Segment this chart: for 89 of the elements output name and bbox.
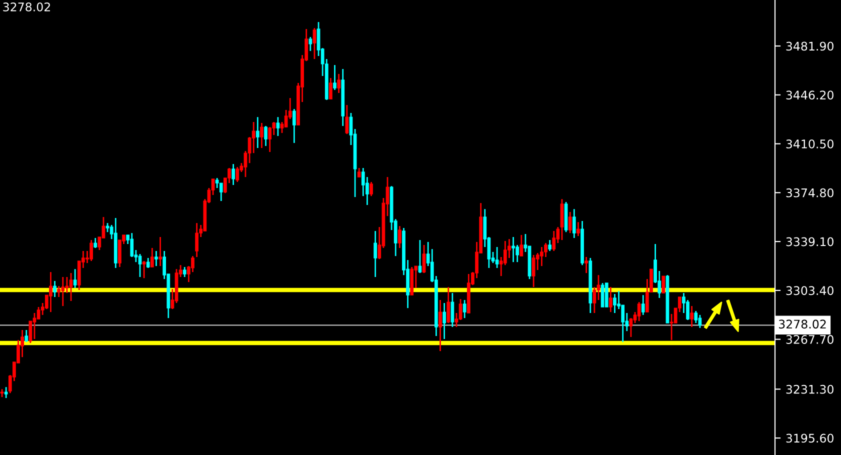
candlestick	[268, 126, 272, 153]
candlestick	[694, 310, 698, 324]
candlestick	[532, 254, 536, 288]
candlestick	[596, 274, 600, 301]
y-tick-label: 3339.10	[786, 237, 834, 246]
candlestick	[154, 250, 158, 267]
candlestick	[584, 256, 588, 274]
candlestick	[94, 237, 98, 249]
candlestick	[90, 239, 93, 262]
candlestick	[540, 246, 544, 267]
candlestick	[195, 222, 198, 258]
candlestick	[698, 314, 702, 329]
candlestick	[442, 302, 446, 340]
candlestick	[284, 109, 288, 128]
candlestick	[138, 253, 142, 278]
candlestick	[604, 282, 608, 308]
candlestick	[374, 230, 378, 278]
candlestick	[276, 116, 280, 137]
candlestick	[662, 276, 666, 294]
candlestick	[520, 234, 524, 257]
ref-line-label: 3278.02	[779, 320, 826, 329]
candlestick	[613, 293, 616, 314]
candlestick	[446, 286, 450, 324]
candlestick	[215, 177, 219, 189]
candlestick	[576, 221, 580, 237]
candlestick	[560, 198, 564, 241]
candlestick	[422, 244, 426, 274]
candlestick	[69, 272, 73, 302]
candlestick	[65, 276, 69, 294]
candlestick	[219, 182, 223, 202]
candlestick	[4, 386, 8, 399]
candlestick	[333, 64, 336, 91]
candlestick	[146, 257, 150, 269]
candlestick	[264, 125, 268, 147]
candlestick	[462, 299, 466, 319]
candlestick	[252, 121, 256, 154]
candlestick	[548, 239, 552, 252]
y-tick-label: 3410.50	[786, 139, 834, 148]
candlestick	[495, 246, 499, 269]
candlestick	[236, 166, 240, 183]
candlestick	[312, 27, 316, 60]
candlestick	[438, 299, 442, 352]
candlestick	[458, 298, 462, 321]
candlestick	[641, 294, 645, 316]
candlestick	[370, 181, 373, 197]
candlestick	[572, 208, 576, 239]
candlestick	[337, 73, 340, 94]
candlestick	[450, 292, 454, 328]
candlestick	[600, 282, 604, 308]
candlestick	[308, 36, 312, 52]
candlestick	[142, 260, 146, 279]
y-tick-label: 3303.40	[786, 286, 834, 296]
candlestick	[36, 306, 40, 320]
candlestick	[232, 163, 235, 186]
candlestick	[608, 286, 612, 313]
candlestick	[292, 108, 296, 144]
candlestick	[690, 305, 694, 328]
candlestick	[49, 271, 52, 313]
candlestick	[130, 232, 134, 258]
candlestick	[329, 77, 332, 100]
candlestick	[73, 268, 77, 289]
candlestick	[512, 236, 515, 263]
candlestick	[357, 167, 361, 178]
y-tick-label: 3195.60	[786, 434, 834, 443]
candlestick	[150, 247, 154, 268]
candlestick	[182, 266, 186, 278]
candlestick	[637, 301, 641, 322]
candlestick	[592, 286, 596, 314]
y-tick-label: 3481.90	[786, 42, 834, 51]
candlestick	[568, 211, 572, 234]
candlestick	[28, 320, 32, 344]
candlestick	[53, 280, 56, 298]
candlestick	[629, 317, 633, 338]
candlestick	[24, 329, 28, 343]
y-tick-label: 3231.30	[786, 384, 834, 394]
candlestick	[418, 239, 422, 274]
y-tick-label: 3374.80	[786, 188, 834, 198]
candlestick	[32, 312, 36, 340]
candlestick	[398, 225, 402, 249]
candlestick	[552, 230, 556, 252]
annotation: 3278.02	[3, 2, 50, 12]
candlestick	[106, 222, 110, 233]
candlestick	[61, 276, 65, 307]
candlestick	[256, 116, 260, 149]
candlestick	[260, 122, 264, 149]
y-tick-label: 3446.20	[786, 90, 834, 100]
candlestick	[158, 236, 162, 267]
y-tick-label: 3267.70	[786, 335, 834, 344]
candlestick	[345, 104, 349, 135]
